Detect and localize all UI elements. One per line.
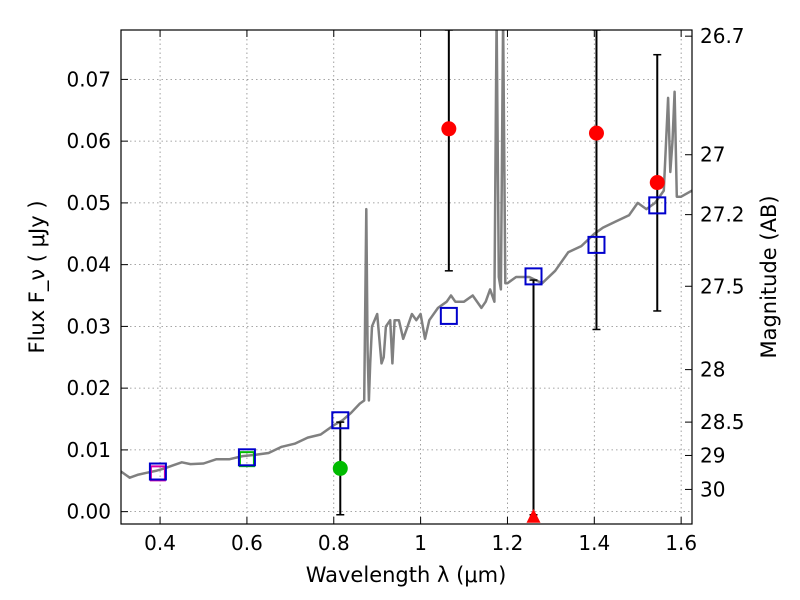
y-tick-label: 0.05	[66, 191, 111, 215]
right-tick-label: 27	[700, 143, 725, 167]
model-magnitude-box	[587, 235, 606, 254]
right-tick-label: 30	[700, 477, 725, 501]
y-tick-label: 0.03	[66, 314, 111, 338]
model-magnitude-box	[648, 196, 667, 215]
x-tick-label: 1.2	[492, 531, 524, 555]
x-axis-label: Wavelength λ (μm)	[306, 563, 507, 587]
right-y-axis-label: Magnitude (AB)	[757, 195, 781, 358]
y-tick-label: 0.04	[66, 253, 111, 277]
model-magnitude-box	[524, 267, 543, 286]
model-magnitude-box	[439, 306, 458, 325]
x-tick-label: 1.4	[578, 531, 610, 555]
x-tick-label: 0.4	[144, 531, 176, 555]
y-tick-label: 0.06	[66, 129, 111, 153]
axes: 0.4 0.6 0.8 1 1.2 1.4 1.6 0.00 0.01 0.02 0.03 0.04 0…	[66, 24, 744, 555]
y-axis-label: Flux F_ν ( μJy )	[25, 200, 50, 353]
model-magnitude-box	[331, 411, 350, 430]
right-tick-label: 27.2	[700, 203, 745, 227]
right-tick-label: 26.7	[700, 24, 745, 48]
photometry-point	[649, 175, 665, 191]
grid	[121, 30, 692, 524]
photometry-point	[588, 125, 604, 141]
x-tick-label: 0.6	[231, 531, 263, 555]
plot-area	[121, 30, 692, 523]
plot-frame	[120, 29, 693, 525]
y-tick-label: 0.02	[66, 376, 111, 400]
model-magnitude-box	[237, 448, 256, 467]
photometry-point	[332, 460, 348, 476]
y-tick-label: 0.07	[66, 67, 111, 91]
model-spectrum-line	[121, 30, 692, 479]
right-tick-label: 28	[700, 358, 725, 382]
y-tick-label: 0.01	[66, 438, 111, 462]
x-tick-label: 1	[414, 531, 427, 555]
x-tick-label: 1.6	[665, 531, 697, 555]
x-tick-label: 0.8	[318, 531, 350, 555]
right-tick-label: 28.5	[700, 410, 745, 434]
photometry-point	[441, 121, 457, 137]
right-tick-label: 27.5	[700, 274, 745, 298]
right-tick-label: 29	[700, 443, 725, 467]
y-tick-label: 0.00	[66, 500, 111, 524]
model-magnitude-box	[148, 462, 167, 481]
upper-limit-marker	[526, 508, 541, 523]
